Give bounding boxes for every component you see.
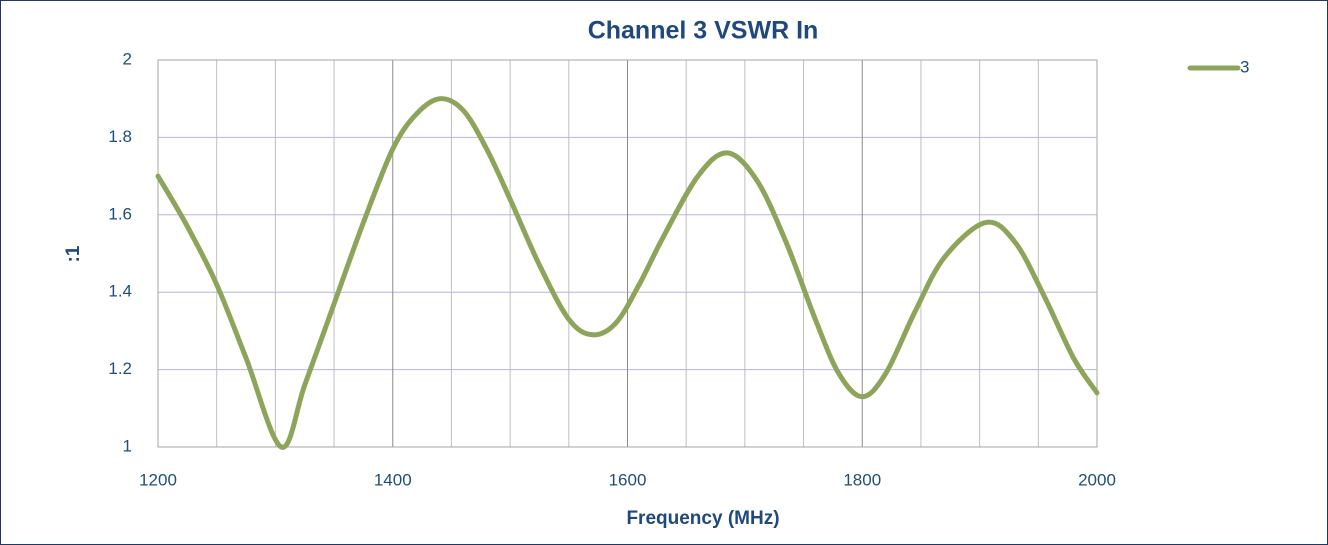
y-tick-label: 1.6 [108,204,132,223]
x-tick-label: 1600 [609,470,647,489]
x-tick-label: 2000 [1078,470,1116,489]
y-tick-label: 1.2 [108,359,132,378]
x-tick-label: 1400 [374,470,412,489]
chart-title: Channel 3 VSWR In [588,17,819,45]
y-tick-label: 2 [123,49,132,68]
y-axis-label: :1 [63,245,84,262]
plot-border [157,59,1098,448]
x-axis-label: Frequency (MHz) [626,508,779,529]
y-tick-label: 1 [123,436,132,455]
legend-label: 3 [1240,57,1249,76]
x-tick-label: 1800 [843,470,881,489]
series-line [155,96,1100,450]
y-tick-label: 1.8 [108,127,132,146]
y-tick-label: 1.4 [108,282,132,301]
x-tick-label: 1200 [139,470,177,489]
